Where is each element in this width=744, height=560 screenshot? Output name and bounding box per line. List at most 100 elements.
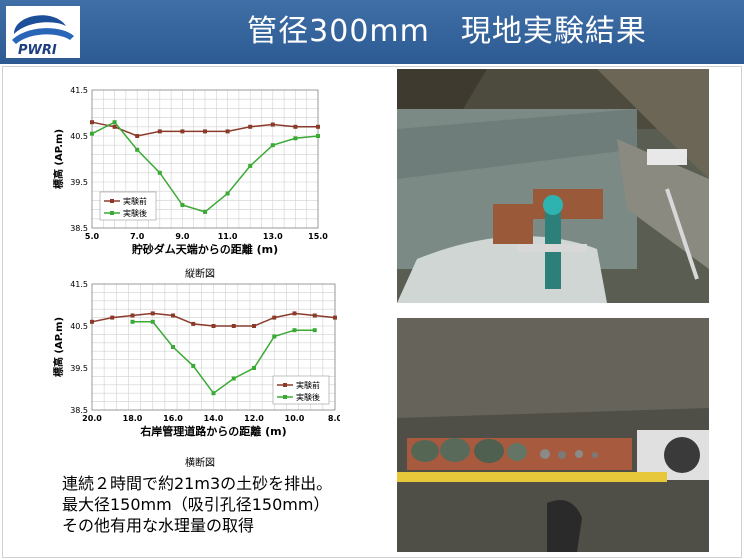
cross-section-caption: 横断図 — [185, 458, 215, 469]
data-point — [272, 315, 277, 320]
data-point — [135, 134, 140, 138]
river-experiment-photo — [397, 69, 709, 303]
summary-line-1: 連続２時間で約21m3の土砂を排出。 — [62, 474, 333, 493]
data-point — [112, 120, 117, 125]
data-point — [171, 313, 175, 318]
data-point — [225, 191, 230, 196]
x-tick-label: 7.0 — [130, 232, 145, 241]
x-axis-label: 貯砂ダム天端からの距離 (m) — [132, 242, 278, 256]
y-tick-label: 41.5 — [70, 86, 88, 95]
legend-marker — [283, 395, 287, 399]
legend-label: 実験後 — [296, 392, 320, 402]
data-point — [90, 319, 94, 324]
data-point — [180, 129, 185, 134]
x-tick-label: 13.0 — [263, 232, 283, 241]
data-point — [292, 311, 297, 316]
y-tick-label: 40.5 — [70, 132, 88, 141]
data-point — [270, 122, 275, 127]
data-point — [316, 134, 320, 138]
y-tick-label: 38.5 — [70, 406, 88, 415]
data-point — [231, 376, 236, 381]
x-tick-label: 8.0 — [328, 414, 340, 423]
x-tick-label: 20.0 — [82, 414, 102, 423]
x-tick-label: 14.0 — [204, 414, 224, 423]
data-point — [150, 319, 155, 324]
summary-line-3: その他有用な水理量の取得 — [62, 516, 255, 535]
data-point — [231, 324, 236, 328]
summary-line-2: 最大径150mm（吸引孔径150mm） — [62, 495, 330, 514]
data-point — [180, 203, 185, 207]
longitudinal-chart-svg: 5.0 7.0 9.0 11.0 13.0 15.0 38.5 39.5 40.5 41.5 貯砂ダ… — [52, 86, 328, 256]
legend-label: 実験後 — [123, 208, 147, 218]
data-point — [252, 324, 256, 328]
legend-box — [99, 191, 157, 221]
x-tick-label: 15.0 — [308, 232, 328, 241]
y-axis-label: 標高 (AP.m) — [52, 317, 65, 377]
y-tick-label: 38.5 — [70, 224, 88, 233]
data-point — [203, 129, 207, 134]
data-point — [157, 129, 162, 134]
longitudinal-chart: 5.0 7.0 9.0 11.0 13.0 15.0 38.5 39.5 40.5 41.5 貯砂ダ… — [30, 80, 340, 270]
svg-text:PWRI: PWRI — [18, 43, 57, 58]
data-point — [293, 124, 298, 129]
plot-area — [91, 283, 336, 411]
y-tick-label: 39.5 — [70, 364, 88, 373]
plot-area — [91, 89, 319, 229]
data-point — [211, 324, 216, 328]
legend-marker — [110, 211, 114, 215]
data-point — [130, 313, 135, 318]
data-point — [112, 124, 117, 129]
data-point — [312, 313, 317, 318]
data-point — [150, 311, 155, 316]
data-point — [203, 209, 207, 214]
x-tick-label: 9.0 — [175, 232, 190, 241]
sediment-samples-photo — [397, 318, 709, 552]
data-point — [211, 391, 216, 396]
y-axis-label: 標高 (AP.m) — [52, 129, 65, 189]
data-point — [171, 345, 175, 349]
data-point — [225, 129, 230, 134]
data-point — [293, 136, 298, 141]
header-bar: PWRI 管径300mm 現地実験結果 — [0, 0, 744, 67]
x-axis-label: 右岸管理道路からの距離 (m) — [139, 424, 286, 438]
data-point — [292, 328, 297, 333]
data-point — [90, 131, 94, 136]
x-tick-label: 5.0 — [85, 232, 100, 241]
data-point — [191, 363, 196, 368]
y-tick-label: 39.5 — [70, 178, 88, 187]
data-point — [191, 321, 196, 326]
x-tick-label: 18.0 — [123, 414, 143, 423]
cross-section-chart: 20.0 18.0 16.0 14.0 12.0 10.0 8.0 38.5 39.5 40.5 4… — [30, 278, 343, 448]
longitudinal-caption: 縦断図 — [185, 269, 215, 280]
data-point — [248, 163, 253, 168]
data-point — [135, 147, 140, 152]
content-frame — [2, 66, 742, 558]
data-point — [316, 124, 320, 129]
data-point — [157, 170, 162, 175]
pwri-logo: PWRI — [6, 6, 80, 58]
legend-marker — [283, 383, 287, 387]
data-point — [333, 315, 337, 320]
cross-section-chart-svg: 20.0 18.0 16.0 14.0 12.0 10.0 8.0 38.5 39.5 40.5 4… — [52, 280, 343, 438]
legend-marker — [110, 199, 114, 203]
x-tick-label: 11.0 — [218, 232, 238, 241]
series-line-1 — [132, 321, 315, 395]
data-point — [248, 124, 253, 129]
page-title: 管径300mm 現地実験結果 — [247, 14, 647, 49]
data-point — [270, 143, 275, 148]
legend-box — [272, 375, 330, 405]
y-tick-label: 40.5 — [70, 322, 88, 331]
legend-label: 実験前 — [123, 196, 147, 206]
data-point — [130, 319, 135, 324]
data-point — [90, 120, 94, 125]
data-point — [272, 334, 277, 339]
x-tick-label: 16.0 — [163, 414, 183, 423]
data-point — [110, 315, 115, 320]
x-tick-label: 10.0 — [285, 414, 305, 423]
summary-text: 連続２時間で約21m3の土砂を排出。 最大径150mm（吸引孔径150mm） そ… — [62, 473, 332, 536]
data-point — [312, 328, 317, 333]
legend-label: 実験前 — [296, 380, 320, 390]
data-point — [252, 366, 256, 370]
x-tick-label: 12.0 — [244, 414, 264, 423]
y-tick-label: 41.5 — [70, 280, 88, 289]
